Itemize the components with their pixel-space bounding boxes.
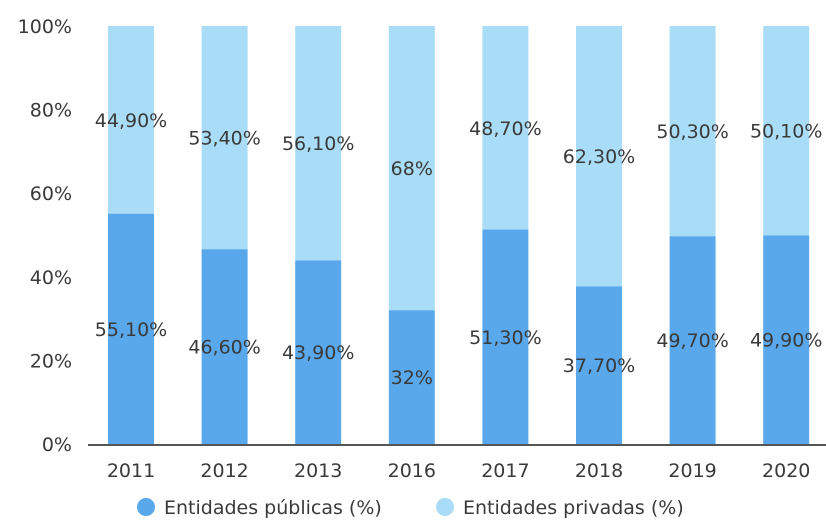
data-label-publicas: 49,90% — [750, 330, 822, 352]
data-label-publicas: 51,30% — [469, 327, 541, 349]
bar-publicas — [482, 229, 529, 444]
data-label-publicas: 46,60% — [188, 337, 260, 359]
y-axis-ticks: 0% 20% 40% 60% 80% 100% — [18, 16, 72, 456]
legend: Entidades públicas (%) Entidades privada… — [137, 497, 684, 519]
x-axis-ticks: 2011 2012 2013 2016 2017 2018 2019 2020 — [107, 460, 811, 482]
x-tick-label: 2017 — [481, 460, 529, 482]
data-label-privadas: 56,10% — [282, 133, 354, 155]
data-label-privadas: 62,30% — [563, 146, 635, 168]
bar-privadas — [482, 26, 529, 230]
data-label-privadas: 44,90% — [95, 110, 167, 132]
legend-label-publicas: Entidades públicas (%) — [164, 497, 382, 519]
bar-privadas — [201, 26, 248, 250]
y-tick-label: 20% — [30, 350, 72, 372]
y-tick-label: 60% — [30, 183, 72, 205]
x-tick-label: 2011 — [107, 460, 155, 482]
x-tick-label: 2020 — [762, 460, 810, 482]
bar-privadas — [669, 26, 716, 237]
y-tick-label: 80% — [30, 100, 72, 122]
data-label-privadas: 53,40% — [188, 128, 260, 150]
legend-swatch-publicas — [137, 498, 155, 516]
bar-privadas — [763, 26, 810, 236]
legend-swatch-privadas — [436, 498, 454, 516]
x-tick-label: 2013 — [294, 460, 342, 482]
bar-privadas — [108, 26, 154, 214]
y-tick-label: 100% — [18, 16, 72, 38]
bar-publicas — [201, 249, 248, 444]
data-label-publicas: 49,70% — [656, 330, 728, 352]
data-labels: 55,10% 44,90% 46,60% 53,40% 43,90% 56,10% 32% 6… — [95, 110, 823, 389]
legend-label-privadas: Entidades privadas (%) — [463, 497, 684, 519]
x-tick-label: 2016 — [388, 460, 436, 482]
data-label-privadas: 50,10% — [750, 121, 822, 143]
bars — [108, 26, 810, 444]
data-label-publicas: 37,70% — [563, 355, 635, 377]
bar-publicas — [295, 260, 342, 444]
bar-privadas — [295, 26, 342, 261]
data-label-publicas: 43,90% — [282, 342, 354, 364]
bar-publicas — [576, 286, 622, 444]
data-label-publicas: 55,10% — [95, 319, 167, 341]
data-label-privadas: 48,70% — [469, 118, 541, 140]
x-tick-label: 2018 — [575, 460, 623, 482]
x-tick-label: 2019 — [668, 460, 716, 482]
data-label-publicas: 32% — [391, 367, 433, 389]
bar-privadas — [388, 26, 435, 311]
bar-publicas — [763, 235, 810, 444]
bar-privadas — [576, 26, 622, 287]
data-label-privadas: 50,30% — [656, 121, 728, 143]
data-label-privadas: 68% — [391, 158, 433, 180]
bar-publicas — [388, 310, 435, 444]
y-tick-label: 0% — [42, 434, 72, 456]
y-tick-label: 40% — [30, 267, 72, 289]
bar-publicas — [108, 213, 154, 444]
x-tick-label: 2012 — [200, 460, 248, 482]
bar-publicas — [669, 236, 716, 444]
